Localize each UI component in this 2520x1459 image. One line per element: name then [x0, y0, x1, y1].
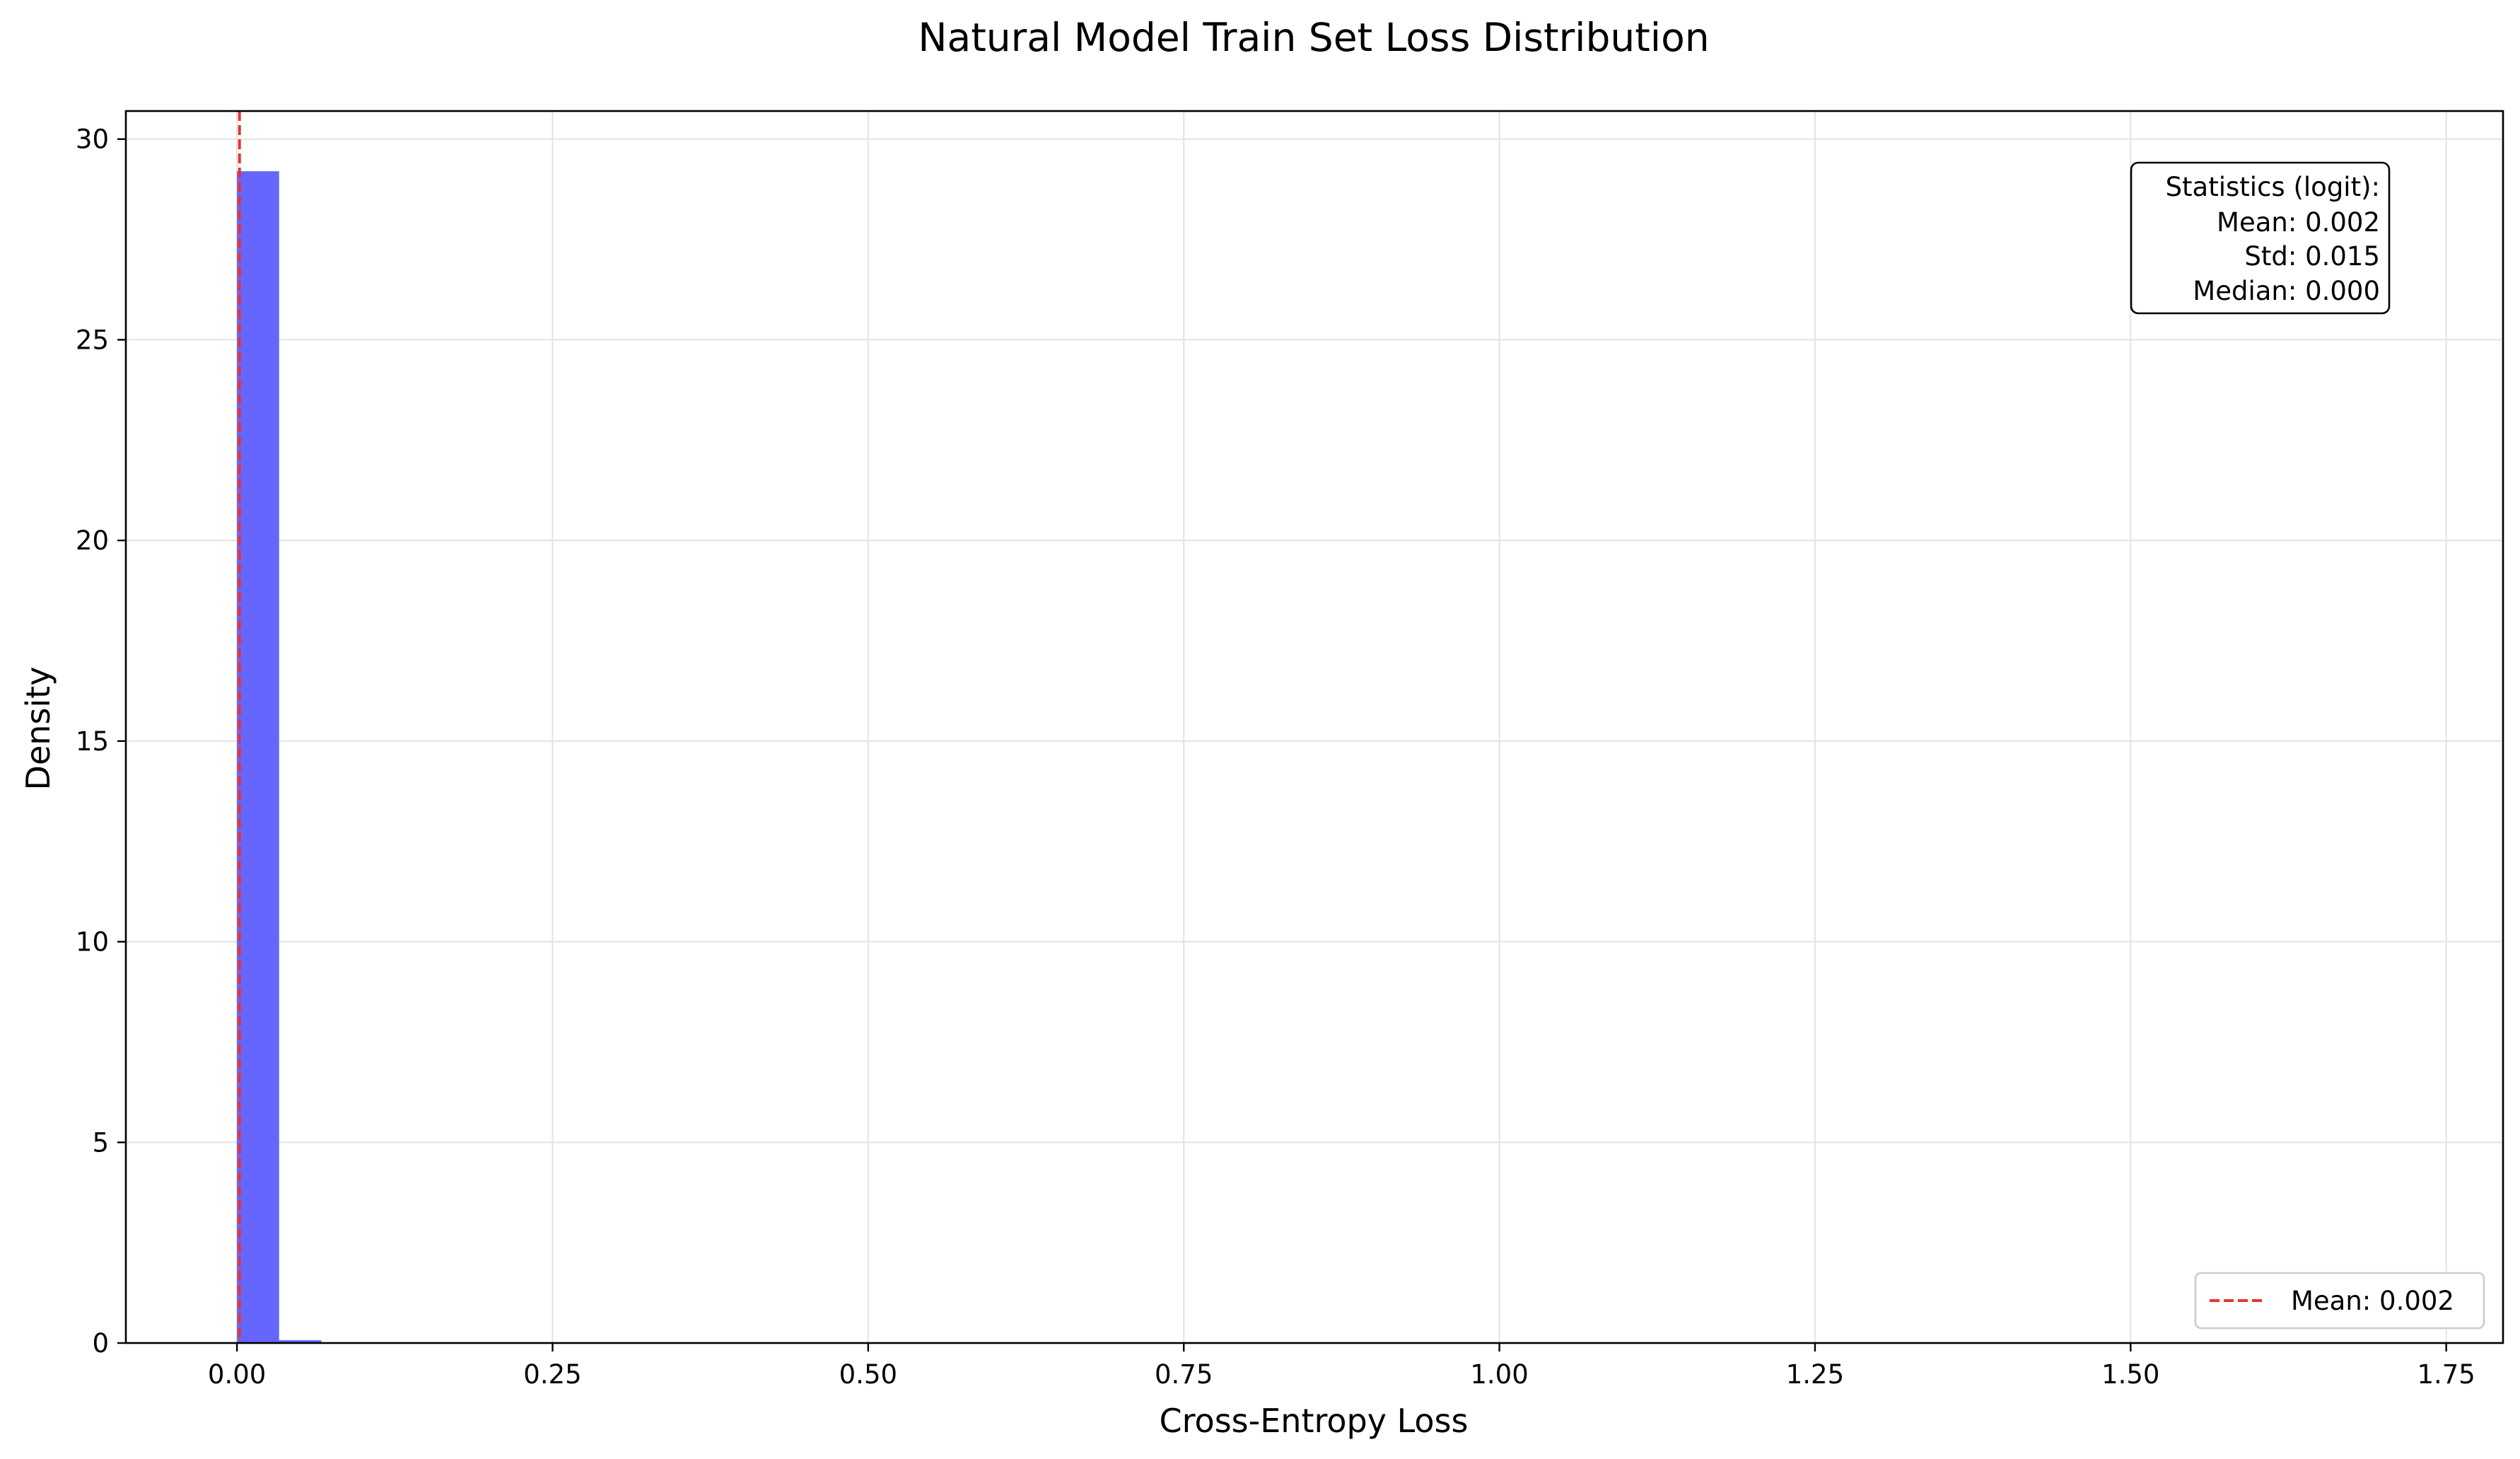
x-axis-ticks: 0.00 0.25 0.50 0.75 1.00 1.25 1.50 1.75: [208, 1343, 2475, 1390]
x-tick-label: 0.50: [839, 1359, 897, 1390]
y-tick-label: 10: [76, 927, 109, 958]
y-tick-label: 20: [76, 525, 109, 556]
y-tick-label: 30: [76, 124, 109, 155]
histogram-bar: [237, 171, 279, 1343]
x-tick-label: 0.75: [1155, 1359, 1213, 1390]
x-tick-label: 0.00: [208, 1359, 266, 1390]
statistics-line: Statistics (logit):: [2166, 172, 2380, 202]
y-tick-label: 15: [76, 726, 109, 757]
y-tick-label: 5: [92, 1127, 109, 1158]
statistics-box: Statistics (logit): Mean: 0.002 Std: 0.0…: [2130, 161, 2391, 315]
x-axis-label: Cross-Entropy Loss: [1160, 1402, 1469, 1440]
plot-area-frame: [124, 110, 2504, 1344]
y-tick-label: 0: [92, 1328, 109, 1359]
legend: Mean: 0.002: [2194, 1272, 2485, 1330]
x-tick-label: 1.00: [1470, 1359, 1528, 1390]
x-tick-label: 0.25: [523, 1359, 581, 1390]
y-axis-label: Density: [19, 667, 57, 791]
statistics-line: Mean: 0.002: [2217, 207, 2380, 238]
y-tick-label: 25: [76, 325, 109, 355]
x-tick-label: 1.50: [2101, 1359, 2159, 1390]
statistics-line: Std: 0.015: [2244, 241, 2380, 272]
x-tick-label: 1.25: [1786, 1359, 1844, 1390]
legend-frame: [2194, 1272, 2485, 1330]
y-axis-ticks: 0 5 10 15 20 25 30: [76, 124, 126, 1359]
statistics-line: Median: 0.000: [2193, 276, 2380, 306]
histogram-bar: [279, 1340, 322, 1343]
statistics-box-frame: [2130, 161, 2391, 315]
legend-label-mean: Mean: 0.002: [2291, 1286, 2454, 1316]
chart-title: Natural Model Train Set Loss Distributio…: [918, 15, 1709, 60]
histogram-bars: [237, 171, 322, 1343]
x-tick-label: 1.75: [2417, 1359, 2475, 1390]
